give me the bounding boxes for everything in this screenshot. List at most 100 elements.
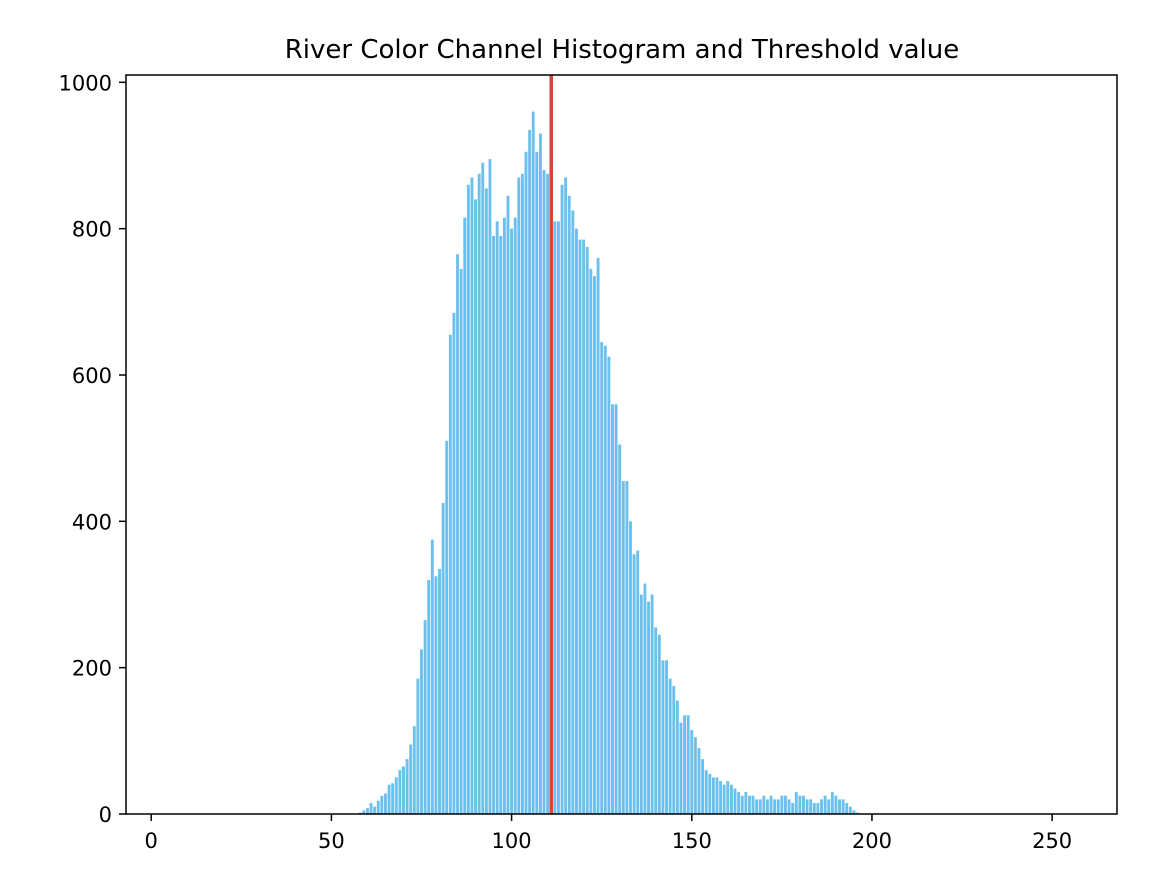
- histogram-bar: [629, 521, 632, 814]
- histogram-bar: [427, 579, 431, 814]
- histogram-bar: [430, 539, 434, 814]
- histogram-bar: [647, 601, 650, 814]
- histogram-bar: [614, 404, 618, 814]
- histogram-bar: [477, 173, 481, 814]
- histogram-bar: [722, 784, 726, 814]
- histogram-bar: [719, 781, 723, 814]
- histogram-bar: [845, 803, 849, 814]
- histogram-bar: [560, 184, 564, 815]
- histogram-bar: [510, 228, 514, 815]
- histogram-bar: [668, 678, 672, 814]
- histogram-bar: [553, 221, 557, 814]
- histogram-bar: [531, 111, 535, 814]
- histogram-bar: [492, 235, 496, 815]
- histogram-bar: [791, 803, 795, 814]
- y-tick-label: 1000: [59, 71, 112, 95]
- histogram-bar: [729, 784, 733, 814]
- histogram-bar: [502, 217, 506, 814]
- histogram-bar: [802, 795, 805, 814]
- histogram-bar: [571, 210, 575, 814]
- histogram-bar: [820, 799, 823, 814]
- histogram-bar: [780, 795, 784, 814]
- histogram-bar: [809, 799, 813, 814]
- x-tick-label: 100: [492, 829, 532, 853]
- histogram-bar: [690, 729, 694, 814]
- histogram-bar: [434, 576, 438, 814]
- histogram-bar: [438, 568, 441, 814]
- bars-layer: [358, 111, 859, 815]
- histogram-bar: [737, 792, 741, 814]
- histogram-bar: [755, 799, 759, 814]
- histogram-bar: [751, 795, 755, 814]
- y-axis: 0 200 400 600 800 1000: [59, 71, 126, 827]
- histogram-bar: [423, 620, 427, 814]
- plot-frame: [125, 74, 1118, 815]
- histogram-bar: [499, 235, 503, 815]
- histogram-bar: [441, 503, 445, 814]
- histogram-bar: [484, 188, 488, 814]
- histogram-bar: [766, 799, 769, 814]
- histogram-bar: [366, 808, 369, 814]
- histogram-bar: [506, 195, 510, 814]
- histogram-bar: [517, 177, 521, 814]
- histogram-bar: [675, 700, 679, 814]
- histogram-bar: [776, 799, 780, 814]
- histogram-bar: [816, 803, 820, 814]
- histogram-bar: [376, 800, 380, 814]
- histogram-bar: [452, 312, 456, 814]
- histogram-bar: [693, 737, 697, 814]
- histogram-bar: [657, 634, 661, 814]
- histogram-bar: [704, 770, 708, 814]
- histogram-bar: [481, 162, 485, 814]
- histogram-bar: [679, 722, 683, 814]
- histogram-bar: [369, 803, 373, 814]
- x-tick-label: 150: [672, 829, 712, 853]
- histogram-bar: [538, 133, 542, 814]
- histogram-bar: [823, 795, 827, 814]
- histogram-bar: [373, 806, 377, 814]
- histogram-bar: [773, 799, 777, 814]
- y-tick-label: 200: [72, 657, 112, 681]
- histogram-bar: [556, 221, 560, 814]
- chart-title: River Color Channel Histogram and Thresh…: [285, 35, 960, 65]
- histogram-bar: [387, 784, 391, 814]
- histogram-bar: [625, 481, 629, 814]
- histogram-bar: [852, 810, 856, 814]
- histogram-bar: [701, 759, 705, 814]
- histogram-bar: [834, 795, 838, 814]
- histogram-bar: [578, 239, 582, 814]
- histogram-bar: [715, 777, 719, 814]
- histogram-bar: [380, 795, 384, 814]
- histogram-bar: [672, 685, 676, 814]
- x-tick-label: 50: [318, 829, 345, 853]
- histogram-bar: [784, 795, 787, 814]
- histogram-bar: [762, 795, 766, 814]
- y-tick-label: 400: [72, 510, 112, 534]
- histogram-bar: [650, 594, 654, 814]
- histogram-bar: [621, 481, 625, 814]
- histogram-bar: [582, 239, 586, 814]
- histogram-bar: [654, 627, 658, 814]
- y-tick-label: 0: [99, 803, 112, 827]
- histogram-bar: [744, 792, 748, 814]
- x-tick-label: 200: [852, 829, 892, 853]
- histogram-bar: [405, 759, 409, 814]
- histogram-bar: [402, 766, 405, 814]
- histogram-bar: [600, 342, 604, 814]
- histogram-bar: [416, 678, 420, 814]
- histogram-bar: [524, 151, 528, 815]
- histogram-bar: [686, 715, 690, 814]
- histogram-bar: [740, 795, 744, 814]
- histogram-bar: [758, 799, 762, 814]
- x-axis: 0 50 100 150 200 250: [145, 814, 1072, 853]
- histogram-bar: [589, 268, 593, 815]
- histogram-bar: [848, 806, 852, 814]
- histogram-bar: [733, 788, 737, 814]
- histogram-bar: [394, 777, 398, 814]
- histogram-bar: [697, 748, 701, 814]
- histogram-bar: [470, 177, 474, 814]
- histogram-bar: [611, 404, 614, 814]
- histogram-bar: [546, 173, 550, 814]
- histogram-bar: [830, 792, 834, 814]
